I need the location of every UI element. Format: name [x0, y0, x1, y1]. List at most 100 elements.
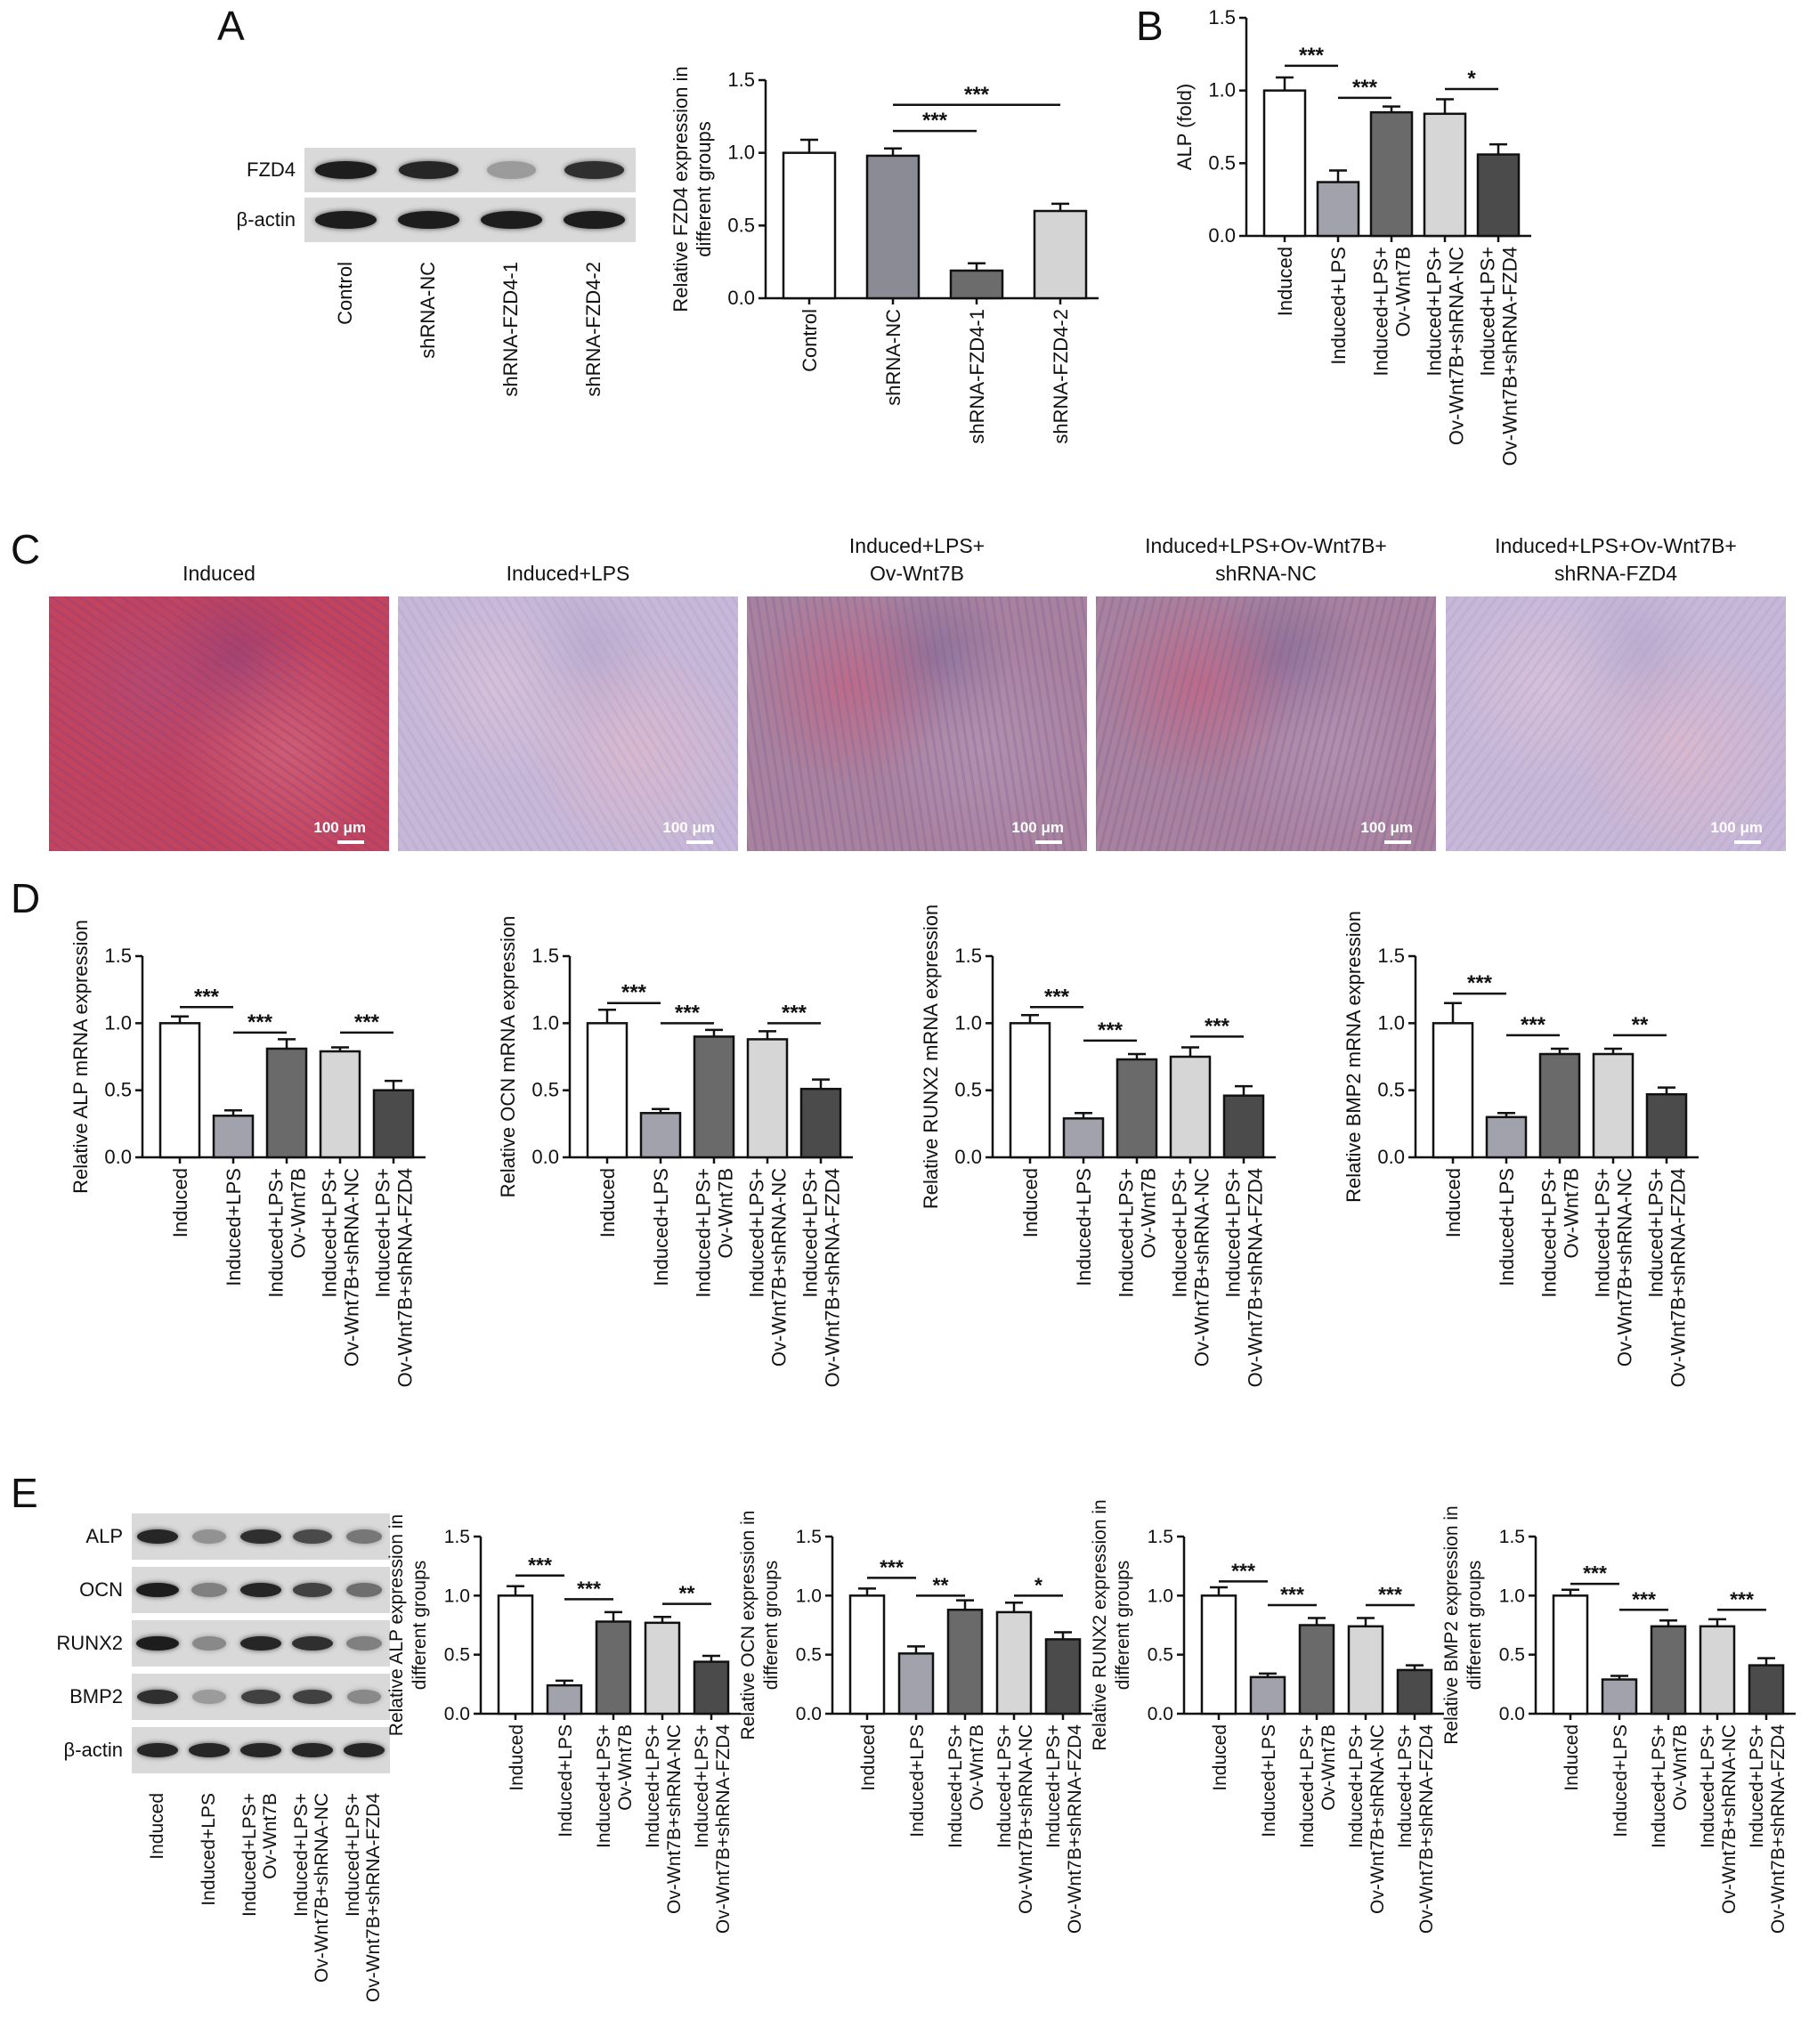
significance-label: ***	[922, 109, 948, 133]
bar	[782, 151, 837, 300]
bar	[1650, 1625, 1687, 1716]
bar	[1601, 1678, 1638, 1716]
x-tick-label: Induced+LPS+	[1115, 1168, 1138, 1298]
blot-band	[345, 1529, 383, 1544]
bar	[1645, 1092, 1688, 1159]
bar	[1169, 1055, 1212, 1159]
y-axis-label: different groups	[1464, 1561, 1485, 1691]
y-tick-label: 1.5	[796, 1527, 822, 1547]
y-tick-label: 0.0	[1208, 224, 1236, 247]
x-tick-label: Induced	[1019, 1168, 1042, 1237]
bar	[1748, 1664, 1785, 1716]
x-tick-label: Induced	[858, 1724, 879, 1791]
x-tick-label: Induced+LPS+	[1424, 247, 1446, 377]
y-tick-label: 1.5	[1208, 6, 1236, 28]
bar	[1033, 209, 1088, 300]
chart-d-bmp2-mrna: 0.0 0.5 1.0 1.5 Relative BMP2 mRNA expressio…	[1343, 911, 1699, 1387]
significance-label: ***	[782, 1001, 807, 1025]
blot-row-label: FZD4	[247, 158, 296, 181]
significance-label: ***	[1521, 1013, 1546, 1037]
x-tick-label: Induced+LPS	[1073, 1168, 1095, 1286]
x-tick-label: Induced+LPS	[556, 1724, 576, 1837]
micrograph-title: Induced+LPS+Ov-Wnt7B+ shRNA-FZD4	[1446, 532, 1786, 588]
x-tick-label: Ov-Wnt7B+shRNA-FZD4	[713, 1724, 734, 1934]
blot-row	[132, 1513, 390, 1560]
x-tick-label: Ov-Wnt7B+shRNA-NC	[1191, 1168, 1213, 1367]
panel-label-e: E	[11, 1470, 38, 1516]
significance-label: ***	[880, 1555, 904, 1578]
x-tick-label: Induced+LPS	[223, 1168, 245, 1286]
x-tick-label: Ov-Wnt7B+shRNA-NC	[768, 1168, 791, 1367]
blot-row	[304, 198, 636, 242]
x-tick-label: Induced+LPS+	[1395, 1724, 1416, 1848]
y-axis-label: Relative FZD4 expression in	[669, 66, 692, 312]
y-tick-label: 0.5	[796, 1645, 822, 1666]
bar	[799, 1087, 842, 1159]
blot-band	[240, 1690, 281, 1704]
micrograph-image: 100 μm	[49, 596, 389, 851]
y-tick-label: 1.0	[954, 1011, 982, 1034]
blot-band	[240, 1529, 281, 1544]
y-axis-label: different groups	[693, 121, 715, 256]
panel-label-c: C	[11, 526, 41, 572]
micrograph-title-line: shRNA-NC	[1215, 562, 1317, 585]
blot-row-label: β-actin	[236, 208, 296, 231]
bar	[1316, 181, 1360, 238]
bar	[372, 1089, 415, 1159]
bar	[1347, 1625, 1384, 1716]
significance-label: ***	[1098, 1018, 1124, 1042]
y-axis-label: Relative RUNX2 expression in	[1090, 1499, 1110, 1750]
scale-bar-label: 100 μm	[313, 819, 366, 836]
blot-band	[239, 1743, 282, 1757]
x-tick-label: Induced	[507, 1724, 527, 1791]
blot-band	[137, 1690, 178, 1704]
x-tick-label: Induced	[596, 1168, 619, 1237]
chart-e-runx2-protein: 0.0 0.5 1.0 1.5 Relative RUNX2 expression in…	[1090, 1499, 1444, 1934]
y-tick-label: 0.5	[531, 1079, 559, 1101]
bar	[639, 1112, 682, 1159]
blot-row	[132, 1620, 390, 1667]
x-tick-label: Induced+LPS+	[1649, 1724, 1669, 1848]
x-tick-label: Ov-Wnt7B	[1670, 1724, 1691, 1811]
bar	[995, 1610, 1033, 1716]
chart-e-bmp2-protein: 0.0 0.5 1.0 1.5 Relative BMP2 expression in d…	[1441, 1505, 1796, 1934]
bar	[848, 1594, 886, 1716]
scale-bar	[1035, 840, 1062, 844]
y-tick-label: 1.5	[531, 945, 559, 967]
significance-label: *	[1467, 67, 1476, 91]
x-tick-label: Induced+LPS+	[1592, 1168, 1614, 1298]
y-tick-label: 1.0	[104, 1011, 132, 1034]
blot-row-label: RUNX2	[56, 1632, 123, 1654]
bar	[1369, 110, 1414, 238]
significance-label: ***	[1205, 1014, 1230, 1038]
y-tick-label: 1.0	[444, 1586, 470, 1606]
x-tick-label: Induced+LPS+	[1477, 247, 1499, 377]
y-tick-label: 1.5	[104, 945, 132, 967]
scale-bar	[1734, 840, 1761, 844]
blot-band	[192, 1690, 226, 1704]
x-tick-label: Induced+LPS+	[643, 1724, 663, 1848]
bar	[1262, 89, 1307, 238]
bar	[1200, 1594, 1237, 1716]
blot-band	[292, 1583, 333, 1597]
blot-band	[136, 1743, 179, 1757]
x-tick-label: Induced	[1210, 1724, 1230, 1791]
y-tick-label: 1.5	[444, 1527, 470, 1547]
panel-label-b: B	[1136, 3, 1164, 49]
western-blot-a: FZD4 β-actin Control shRNA-NC shRNA-FZD4-1 sh…	[237, 148, 636, 397]
blot-band	[487, 161, 536, 179]
x-tick-label: Ov-Wnt7B+shRNA-FZD4	[822, 1168, 844, 1387]
blot-band	[346, 1636, 382, 1651]
bar	[546, 1683, 583, 1716]
blot-lane-label: Control	[333, 262, 356, 325]
x-tick-label: Ov-Wnt7B	[1318, 1724, 1339, 1811]
bar	[319, 1050, 361, 1159]
y-axis-label: different groups	[1113, 1561, 1133, 1691]
y-tick-label: 1.5	[1377, 945, 1405, 967]
panel-label-a: A	[217, 3, 245, 49]
significance-label: ***	[247, 1010, 273, 1034]
micrograph-image: 100 μm	[1096, 596, 1436, 851]
micrograph-title-line: Ov-Wnt7B	[869, 562, 965, 585]
y-tick-label: 0.5	[727, 214, 755, 236]
y-tick-label: 0.5	[104, 1079, 132, 1101]
